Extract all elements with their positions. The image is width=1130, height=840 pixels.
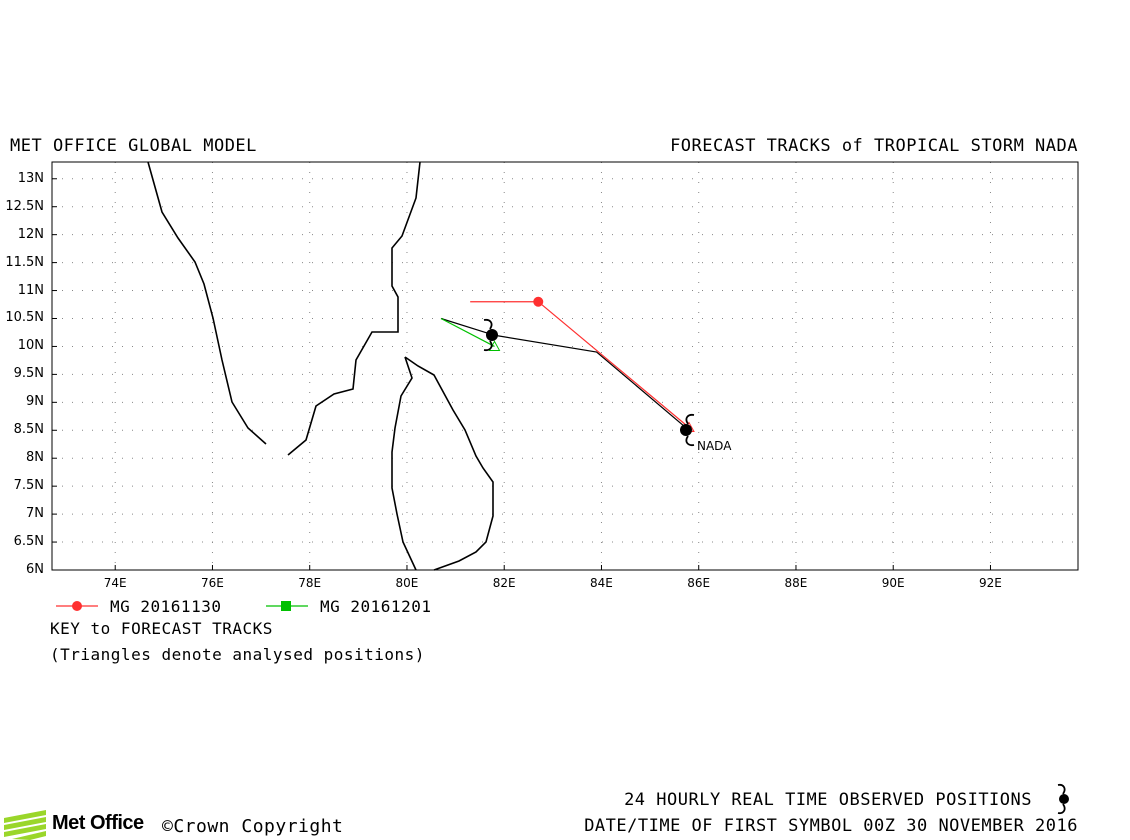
- forecast-track-line-1: [440, 317, 495, 347]
- lon-tick-label: 78E: [298, 576, 322, 590]
- forecast-track-line-0: [470, 301, 690, 428]
- legend-symbols: [56, 601, 308, 611]
- lon-tick-label: 86E: [687, 576, 711, 590]
- lat-tick-label: 11.5N: [5, 254, 44, 270]
- lat-tick-label: 10N: [17, 338, 44, 354]
- lat-tick-label: 8.5N: [13, 422, 44, 438]
- india-west-coast: [147, 161, 267, 445]
- lon-tick-label: 92E: [979, 576, 1002, 590]
- model-title: MET OFFICE GLOBAL MODEL: [10, 136, 257, 156]
- lat-tick-label: 6N: [26, 562, 44, 577]
- sri-lanka-coast: [391, 356, 494, 571]
- first-symbol-datetime: DATE/TIME OF FIRST SYMBOL 00Z 30 NOVEMBE…: [584, 816, 1078, 836]
- lon-tick-label: 84E: [590, 576, 613, 590]
- lon-tick-label: 76E: [201, 576, 224, 590]
- observed-positions-note: 24 HOURLY REAL TIME OBSERVED POSITIONS: [624, 790, 1032, 810]
- lon-tick-label: 90E: [881, 576, 905, 590]
- india-south-east-coast: [287, 161, 421, 456]
- met-office-logo-mark: [4, 810, 46, 840]
- lat-tick-label: 11N: [17, 282, 44, 298]
- lat-tick-label: 13N: [17, 170, 44, 186]
- legend-key-title: KEY to FORECAST TRACKS: [50, 619, 273, 638]
- storm-name-label: NADA: [697, 439, 732, 453]
- observed-track-line: [440, 317, 690, 431]
- legend-marker-mg20161130: [72, 601, 82, 611]
- lat-tick-label: 9N: [26, 394, 44, 410]
- legend-note: (Triangles denote analysed positions): [50, 645, 425, 664]
- legend-marker-mg20161201: [281, 601, 291, 611]
- lat-tick-label: 7N: [26, 506, 44, 522]
- lat-tick-label: 8N: [26, 450, 44, 466]
- legend-label-mg20161201: MG 20161201: [320, 597, 432, 616]
- footer-storm-icon: [1057, 783, 1069, 815]
- met-office-logo-text: Met Office: [52, 812, 144, 834]
- grid-lines: [52, 162, 1078, 571]
- copyright-notice: ©Crown Copyright: [162, 816, 344, 837]
- chart-title: FORECAST TRACKS of TROPICAL STORM NADA: [670, 136, 1078, 156]
- lon-tick-label: 88E: [784, 576, 808, 590]
- legend-label-mg20161130: MG 20161130: [110, 597, 222, 616]
- forecast-tracks: [440, 296, 695, 432]
- lat-tick-label: 9.5N: [13, 366, 44, 382]
- lon-tick-label: 80E: [395, 576, 419, 590]
- lat-tick-label: 6.5N: [13, 534, 44, 550]
- lat-tick-label: 12.5N: [5, 198, 44, 214]
- forecast-position-marker-0: [533, 296, 544, 307]
- lon-tick-label: 82E: [492, 576, 516, 590]
- storm-symbol-observed: [483, 318, 498, 352]
- lat-tick-label: 10.5N: [5, 310, 44, 326]
- coastlines: [147, 161, 494, 571]
- lat-tick-label: 7.5N: [13, 478, 44, 494]
- storm-symbol-current: [680, 413, 695, 447]
- lat-tick-label: 12N: [17, 226, 44, 242]
- lon-tick-label: 74E: [103, 576, 127, 590]
- plot-frame: [51, 161, 1079, 571]
